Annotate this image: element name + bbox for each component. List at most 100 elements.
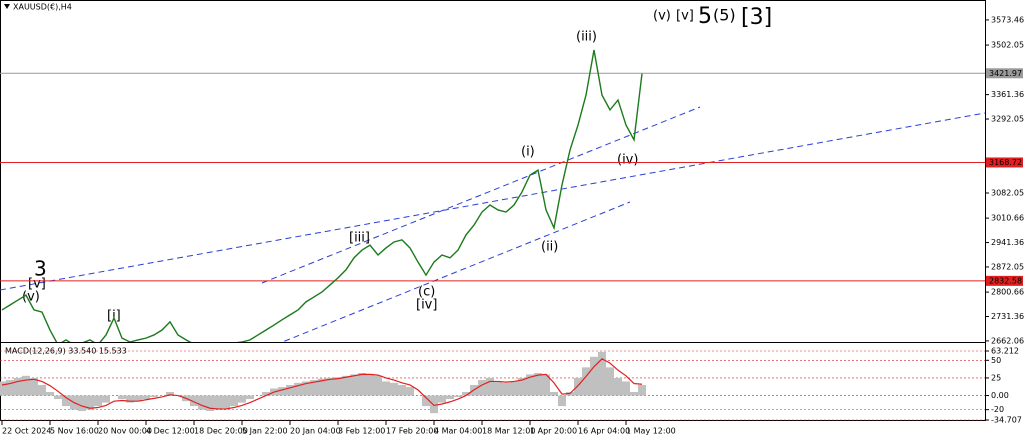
wave-label: 3 bbox=[34, 257, 47, 281]
histogram-bar bbox=[54, 395, 62, 400]
histogram-bar bbox=[502, 382, 510, 396]
histogram-bar bbox=[590, 356, 598, 396]
x-tick-label: 4 Dec 12:00 bbox=[146, 427, 195, 436]
price-label: 3421.97 bbox=[989, 69, 1022, 78]
x-tick-label: 16 Apr 04:00 bbox=[578, 427, 630, 436]
y-tick-label: 2872.05 bbox=[991, 262, 1024, 271]
histogram-bar bbox=[86, 395, 94, 410]
signal-line bbox=[1, 358, 643, 410]
histogram-bar bbox=[310, 380, 318, 396]
wave-label: [3] bbox=[741, 5, 772, 30]
histogram-bar bbox=[286, 384, 294, 396]
histogram-bar bbox=[78, 395, 86, 412]
x-tick-label: 18 Dec 20:00 bbox=[194, 427, 248, 436]
histogram-bar bbox=[326, 377, 334, 396]
wave-label: (v) bbox=[22, 290, 40, 305]
histogram-bar bbox=[598, 351, 606, 396]
histogram-bar bbox=[318, 378, 326, 396]
x-tick-label: 18 Mar 12:00 bbox=[482, 427, 535, 436]
histogram-bar bbox=[622, 381, 630, 396]
histogram-bar bbox=[238, 395, 246, 403]
histogram-bar bbox=[614, 377, 622, 396]
wave-label: 5 bbox=[698, 4, 712, 29]
histogram-bar bbox=[150, 395, 158, 397]
x-tick-label: 20 Jan 04:00 bbox=[290, 427, 341, 436]
annotations: 3 [v] (v) [i] [iii] (c) [iv] (i) (ii) (i… bbox=[22, 4, 772, 324]
wave-label: [v] bbox=[676, 9, 694, 24]
wave-label: (c) bbox=[418, 285, 435, 300]
histogram-bar bbox=[366, 374, 374, 396]
histogram-bar bbox=[550, 392, 558, 396]
histogram-bar bbox=[382, 381, 390, 396]
x-tick-label: 3 Feb 12:00 bbox=[338, 427, 385, 436]
histogram-bar bbox=[214, 395, 222, 410]
histogram-bar bbox=[262, 392, 270, 396]
histogram-bar bbox=[486, 377, 494, 396]
histogram-bar bbox=[510, 381, 518, 396]
plot-area bbox=[0, 49, 985, 342]
histogram-bar bbox=[494, 381, 502, 396]
histogram-bar bbox=[462, 392, 470, 396]
histogram-bar bbox=[94, 395, 102, 407]
wave-label: [iii] bbox=[349, 231, 370, 246]
histogram-bar bbox=[630, 392, 638, 396]
histogram-bar bbox=[134, 395, 142, 402]
histogram-bar bbox=[62, 395, 70, 407]
x-tick-label: 22 Oct 2024 bbox=[2, 427, 51, 436]
y-tick-label: 3573.46 bbox=[991, 15, 1024, 24]
histogram-bar bbox=[558, 395, 566, 407]
histogram-bar bbox=[430, 395, 438, 414]
x-tick-label: 5 Jan 22:00 bbox=[242, 427, 288, 436]
histogram-bar bbox=[534, 372, 542, 396]
y-tick-label: -20 bbox=[991, 405, 1004, 414]
wave-label: (v) bbox=[653, 9, 671, 24]
x-tick-label: 1 May 12:00 bbox=[626, 427, 676, 436]
histogram-bar bbox=[526, 374, 534, 396]
y-tick-label: 3361.36 bbox=[991, 90, 1024, 99]
histogram-bar bbox=[358, 372, 366, 396]
histogram-bar bbox=[126, 395, 134, 403]
y-tick-label: 2662.06 bbox=[991, 336, 1024, 345]
histogram-bar bbox=[166, 392, 174, 396]
price-label-box bbox=[986, 68, 1023, 79]
plot-frame bbox=[0, 0, 986, 421]
histogram-bar bbox=[206, 395, 214, 412]
histogram-bar bbox=[142, 395, 150, 400]
wave-label: (i) bbox=[521, 145, 535, 160]
wave-label: (iii) bbox=[576, 30, 597, 45]
trendlines bbox=[0, 106, 985, 342]
histogram-bar bbox=[278, 387, 286, 396]
x-tick-label: 20 Nov 00:00 bbox=[98, 427, 152, 436]
histogram-bar bbox=[198, 395, 206, 410]
y-tick-label: 50 bbox=[991, 356, 1001, 365]
wave-label: [iv] bbox=[416, 298, 437, 313]
histogram-bar bbox=[438, 395, 446, 403]
y-tick-label: 0.00 bbox=[991, 391, 1009, 400]
histogram-bar bbox=[0, 381, 6, 396]
histogram-bar bbox=[102, 395, 110, 403]
trendline bbox=[261, 106, 701, 284]
histogram-bar bbox=[246, 395, 254, 400]
wave-label: [i] bbox=[107, 309, 121, 324]
histogram-bar bbox=[582, 367, 590, 396]
x-tick-label: 5 Nov 16:00 bbox=[50, 427, 99, 436]
histogram-bar bbox=[190, 395, 198, 407]
wave-label: (iv) bbox=[617, 153, 638, 168]
histogram-bar bbox=[446, 395, 454, 400]
histogram-bar bbox=[230, 395, 238, 407]
y-tick-label: 3292.05 bbox=[991, 115, 1024, 124]
y-tick-label: 2941.36 bbox=[991, 238, 1024, 247]
price-label-box bbox=[986, 275, 1023, 286]
histogram-bar bbox=[22, 375, 30, 396]
wave-label: (ii) bbox=[541, 240, 558, 255]
histogram-bar bbox=[6, 380, 14, 396]
price-line-series bbox=[1, 49, 643, 342]
histogram-bar bbox=[30, 377, 38, 396]
y-tick-label: -34.707 bbox=[991, 416, 1022, 425]
histogram-bar bbox=[542, 374, 550, 396]
symbol-icon bbox=[4, 4, 10, 9]
x-tick-label: 4 Mar 04:00 bbox=[434, 427, 482, 436]
histogram-bar bbox=[454, 395, 462, 397]
histogram-bar bbox=[38, 384, 46, 396]
